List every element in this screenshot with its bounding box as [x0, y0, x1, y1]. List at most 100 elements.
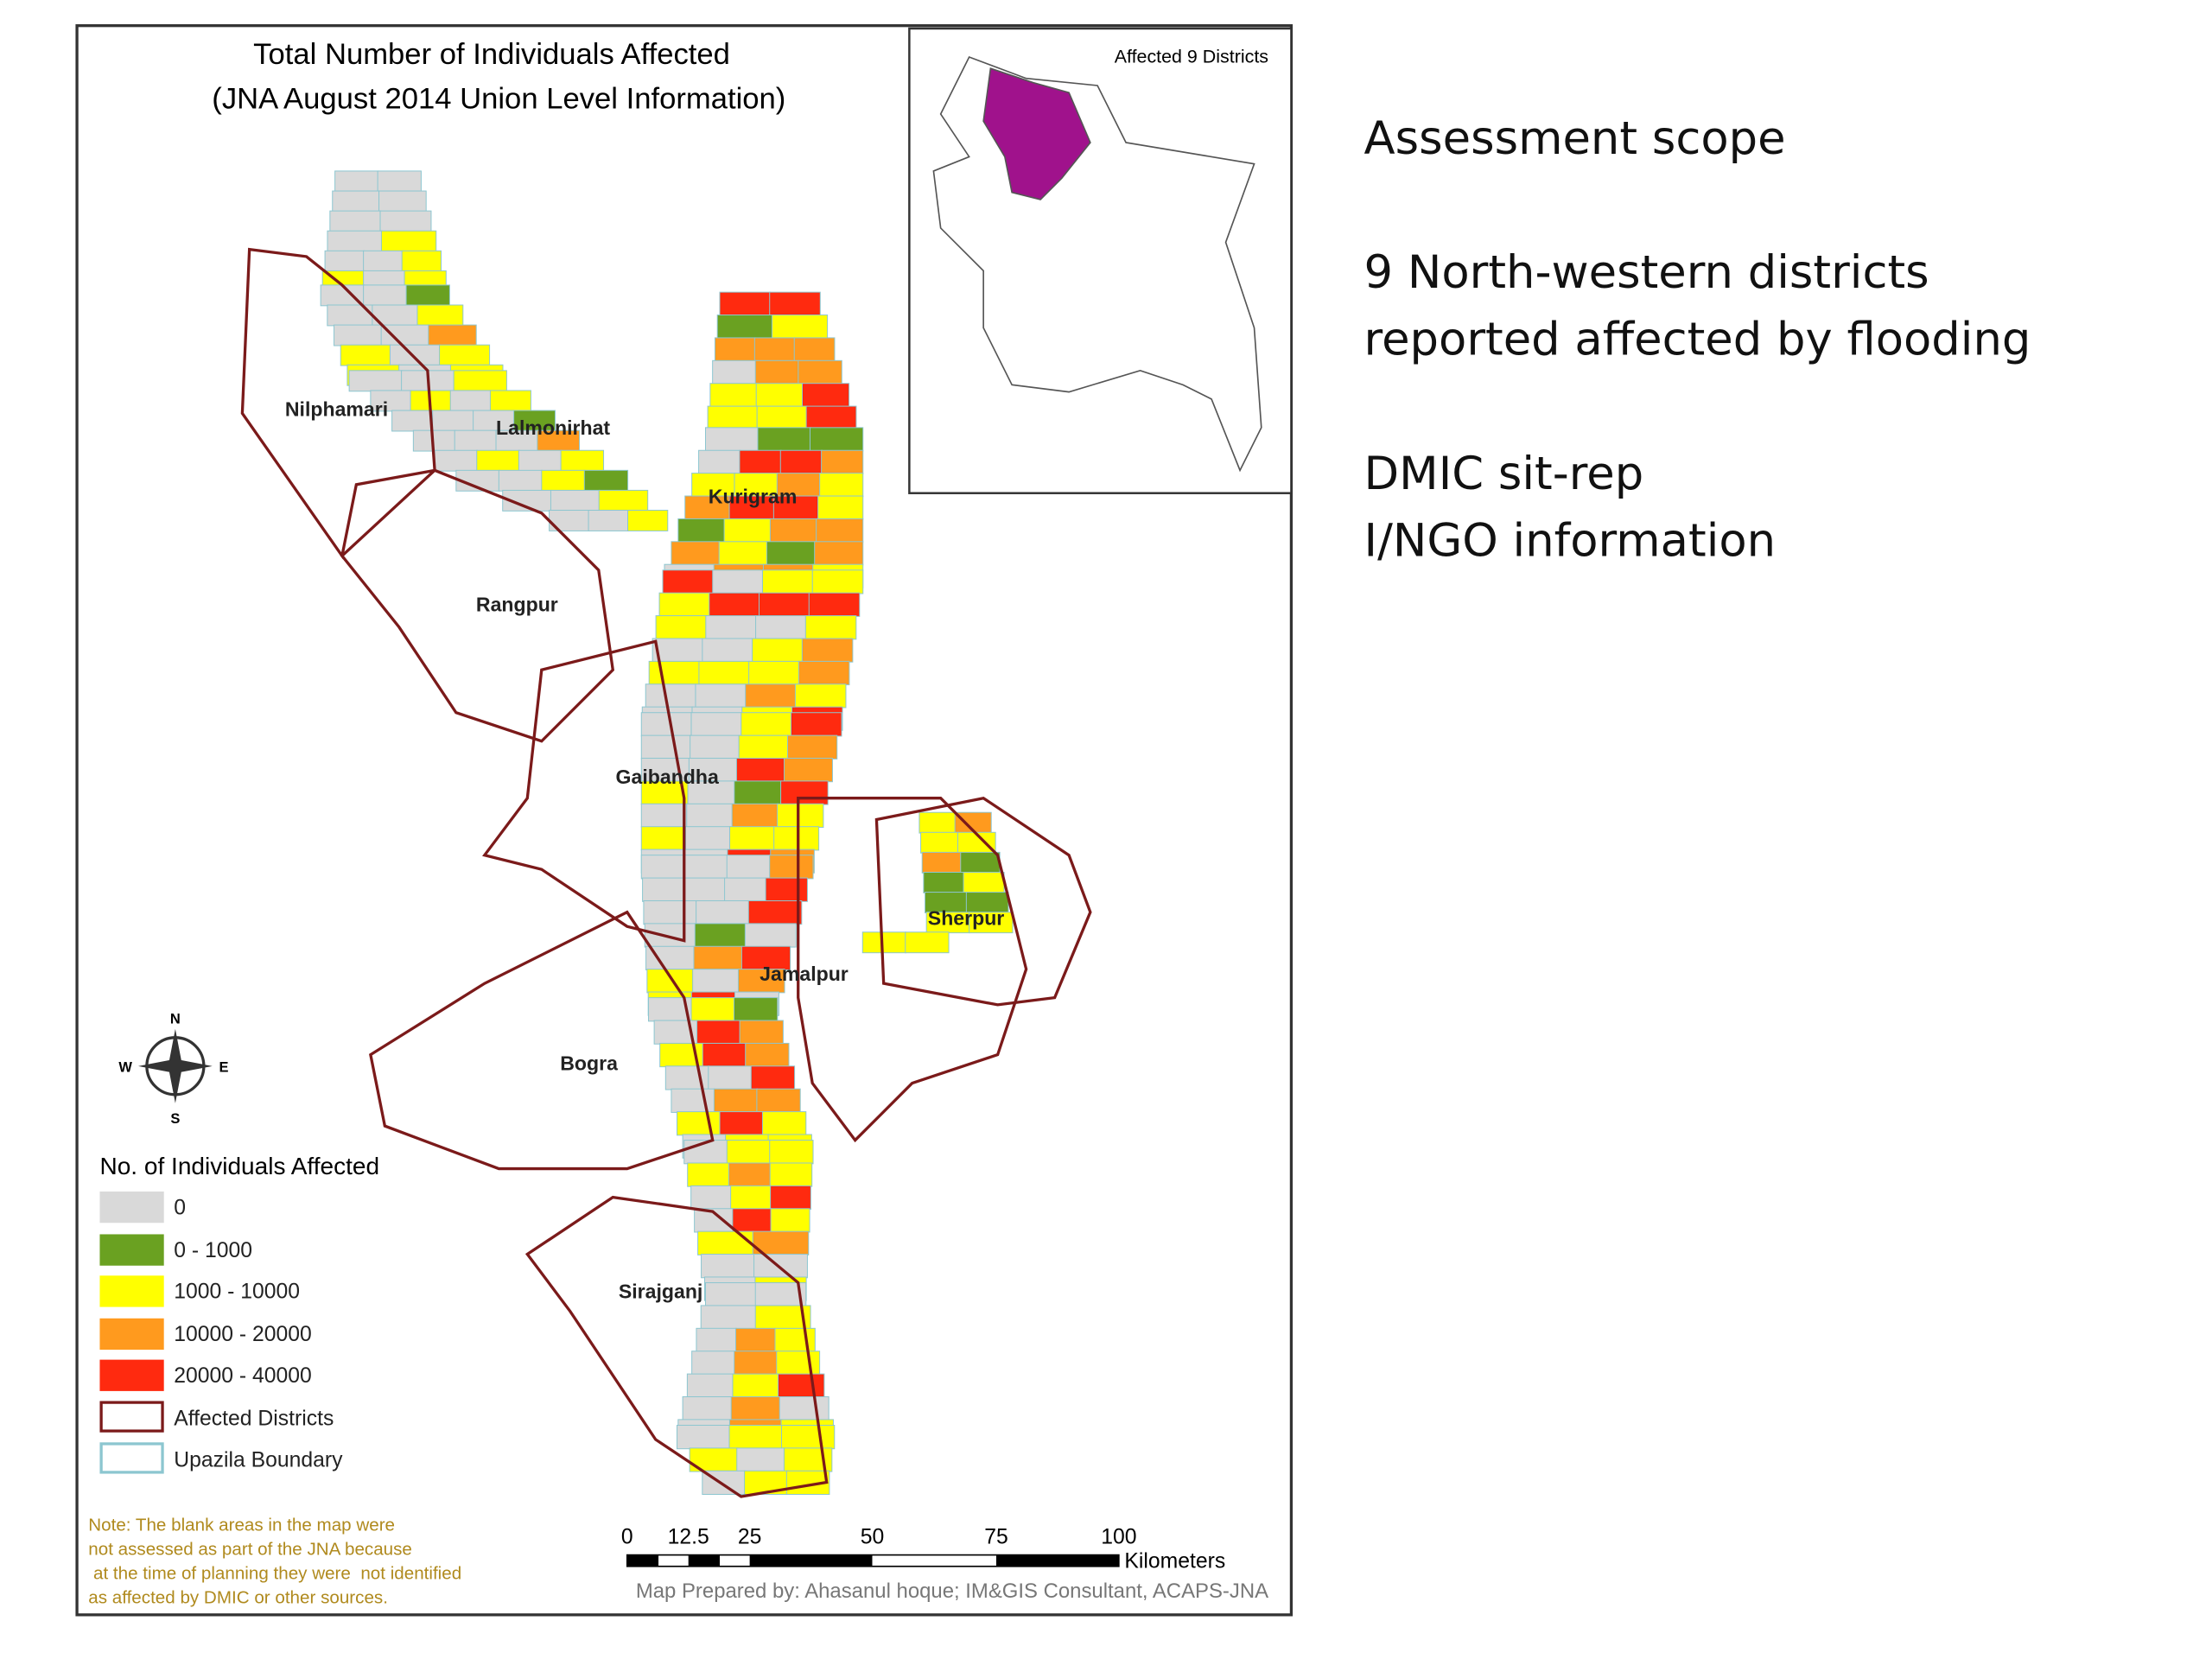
map-patch: [730, 1395, 781, 1421]
legend-swatch: [99, 1275, 164, 1307]
map-patch: [327, 230, 383, 252]
map-patch: [687, 1162, 730, 1187]
map-patch: [684, 826, 731, 851]
district-label: Jamalpur: [760, 963, 849, 985]
compass-s: S: [170, 1111, 180, 1127]
district-label: Nilphamari: [285, 398, 388, 421]
compass-e: E: [219, 1059, 228, 1075]
map-patch: [550, 489, 601, 512]
map-patch: [588, 510, 629, 531]
map-patch: [774, 1327, 816, 1353]
legend-label: 0: [174, 1196, 186, 1219]
map-patch: [704, 1282, 757, 1307]
legend-swatch: [99, 1191, 164, 1224]
district-outline: [340, 468, 615, 743]
note: Note: The blank areas in the map were no…: [88, 1516, 461, 1608]
map-patch: [728, 1424, 783, 1450]
map-patch: [702, 638, 753, 663]
legend-swatch: [99, 1359, 164, 1391]
map-patch: [805, 405, 857, 430]
map-patch: [739, 449, 782, 474]
map-patch: [690, 997, 735, 1022]
side-heading: Assessment scope: [1364, 112, 1786, 165]
map-patch: [905, 931, 950, 954]
map-patch: [794, 683, 847, 709]
map-patch: [648, 660, 701, 686]
map-patch: [726, 855, 772, 880]
map-patch: [793, 337, 836, 362]
map-patch: [696, 899, 750, 925]
map-patch: [391, 410, 434, 432]
map-patch: [777, 803, 824, 829]
district-label: Rangpur: [476, 594, 558, 616]
map-patch: [683, 877, 726, 902]
map-patch: [640, 803, 689, 829]
map-patch: [821, 449, 864, 474]
map-patch: [738, 734, 789, 760]
map-patch: [736, 1447, 785, 1472]
map-patch: [921, 851, 963, 874]
affected-region: [982, 67, 1091, 200]
map-patch: [734, 1351, 779, 1376]
map-patch: [734, 780, 782, 805]
map-patch: [655, 615, 708, 640]
district-label: Gaibandha: [616, 766, 719, 788]
map-patch: [780, 1424, 836, 1450]
map-patch: [776, 1351, 821, 1376]
district-label: Sirajganj: [619, 1281, 702, 1303]
map-patch: [671, 541, 721, 566]
map-patch: [778, 1373, 825, 1398]
map-patch: [755, 615, 807, 640]
map-patch: [640, 734, 692, 760]
map-patch: [769, 1140, 814, 1165]
map-patch: [380, 230, 437, 252]
map-patch: [334, 324, 383, 346]
map-patch: [644, 923, 696, 948]
map-patch: [732, 1208, 772, 1233]
map-patch: [642, 877, 685, 902]
map-patch: [690, 712, 743, 737]
map-patch: [705, 427, 760, 452]
side-line: reported affected by flooding: [1364, 314, 2031, 366]
scale-bar-segment: [688, 1554, 720, 1567]
district-outline: [797, 797, 1028, 1143]
map-patch: [757, 427, 811, 452]
map-patch: [690, 1185, 732, 1211]
map-patch: [583, 469, 629, 492]
map-patch: [861, 931, 907, 954]
district-label: Kurigram: [709, 485, 798, 507]
map-patch: [787, 734, 838, 760]
map-patch: [770, 1208, 810, 1233]
map-title: Total Number of Individuals Affected: [253, 38, 730, 71]
scale-bar: 0 12.5 25 50 75 100 Kilometers: [621, 1525, 1225, 1573]
map-patch: [741, 945, 791, 970]
map-patch: [696, 1020, 741, 1045]
map-patch: [798, 660, 850, 686]
map-patch: [686, 803, 734, 829]
map-patch: [716, 315, 773, 340]
legend-label: 1000 - 10000: [174, 1281, 300, 1304]
legend-swatch: [99, 1318, 164, 1351]
map-patch: [702, 1042, 747, 1068]
map-patch: [745, 1042, 790, 1068]
map-patch: [790, 712, 842, 737]
map-patch: [334, 170, 379, 193]
map-credit: Map Prepared by: Ahasanul hoque; IM&GIS …: [636, 1580, 1268, 1603]
map-patch: [683, 855, 728, 880]
map-patch: [741, 712, 792, 737]
map-patch: [389, 344, 441, 366]
map-patch: [719, 291, 772, 316]
map-patch: [658, 592, 711, 617]
map-patch: [761, 569, 814, 594]
map-patch: [348, 370, 403, 392]
map-patch: [728, 1162, 772, 1187]
map-patch: [779, 449, 823, 474]
map-patch: [963, 871, 1005, 893]
map-patch: [379, 210, 432, 232]
map-patch: [693, 945, 743, 970]
map-patch: [819, 473, 864, 498]
map-patch: [745, 683, 797, 709]
map-patch: [518, 449, 563, 472]
map-patch: [808, 592, 861, 617]
